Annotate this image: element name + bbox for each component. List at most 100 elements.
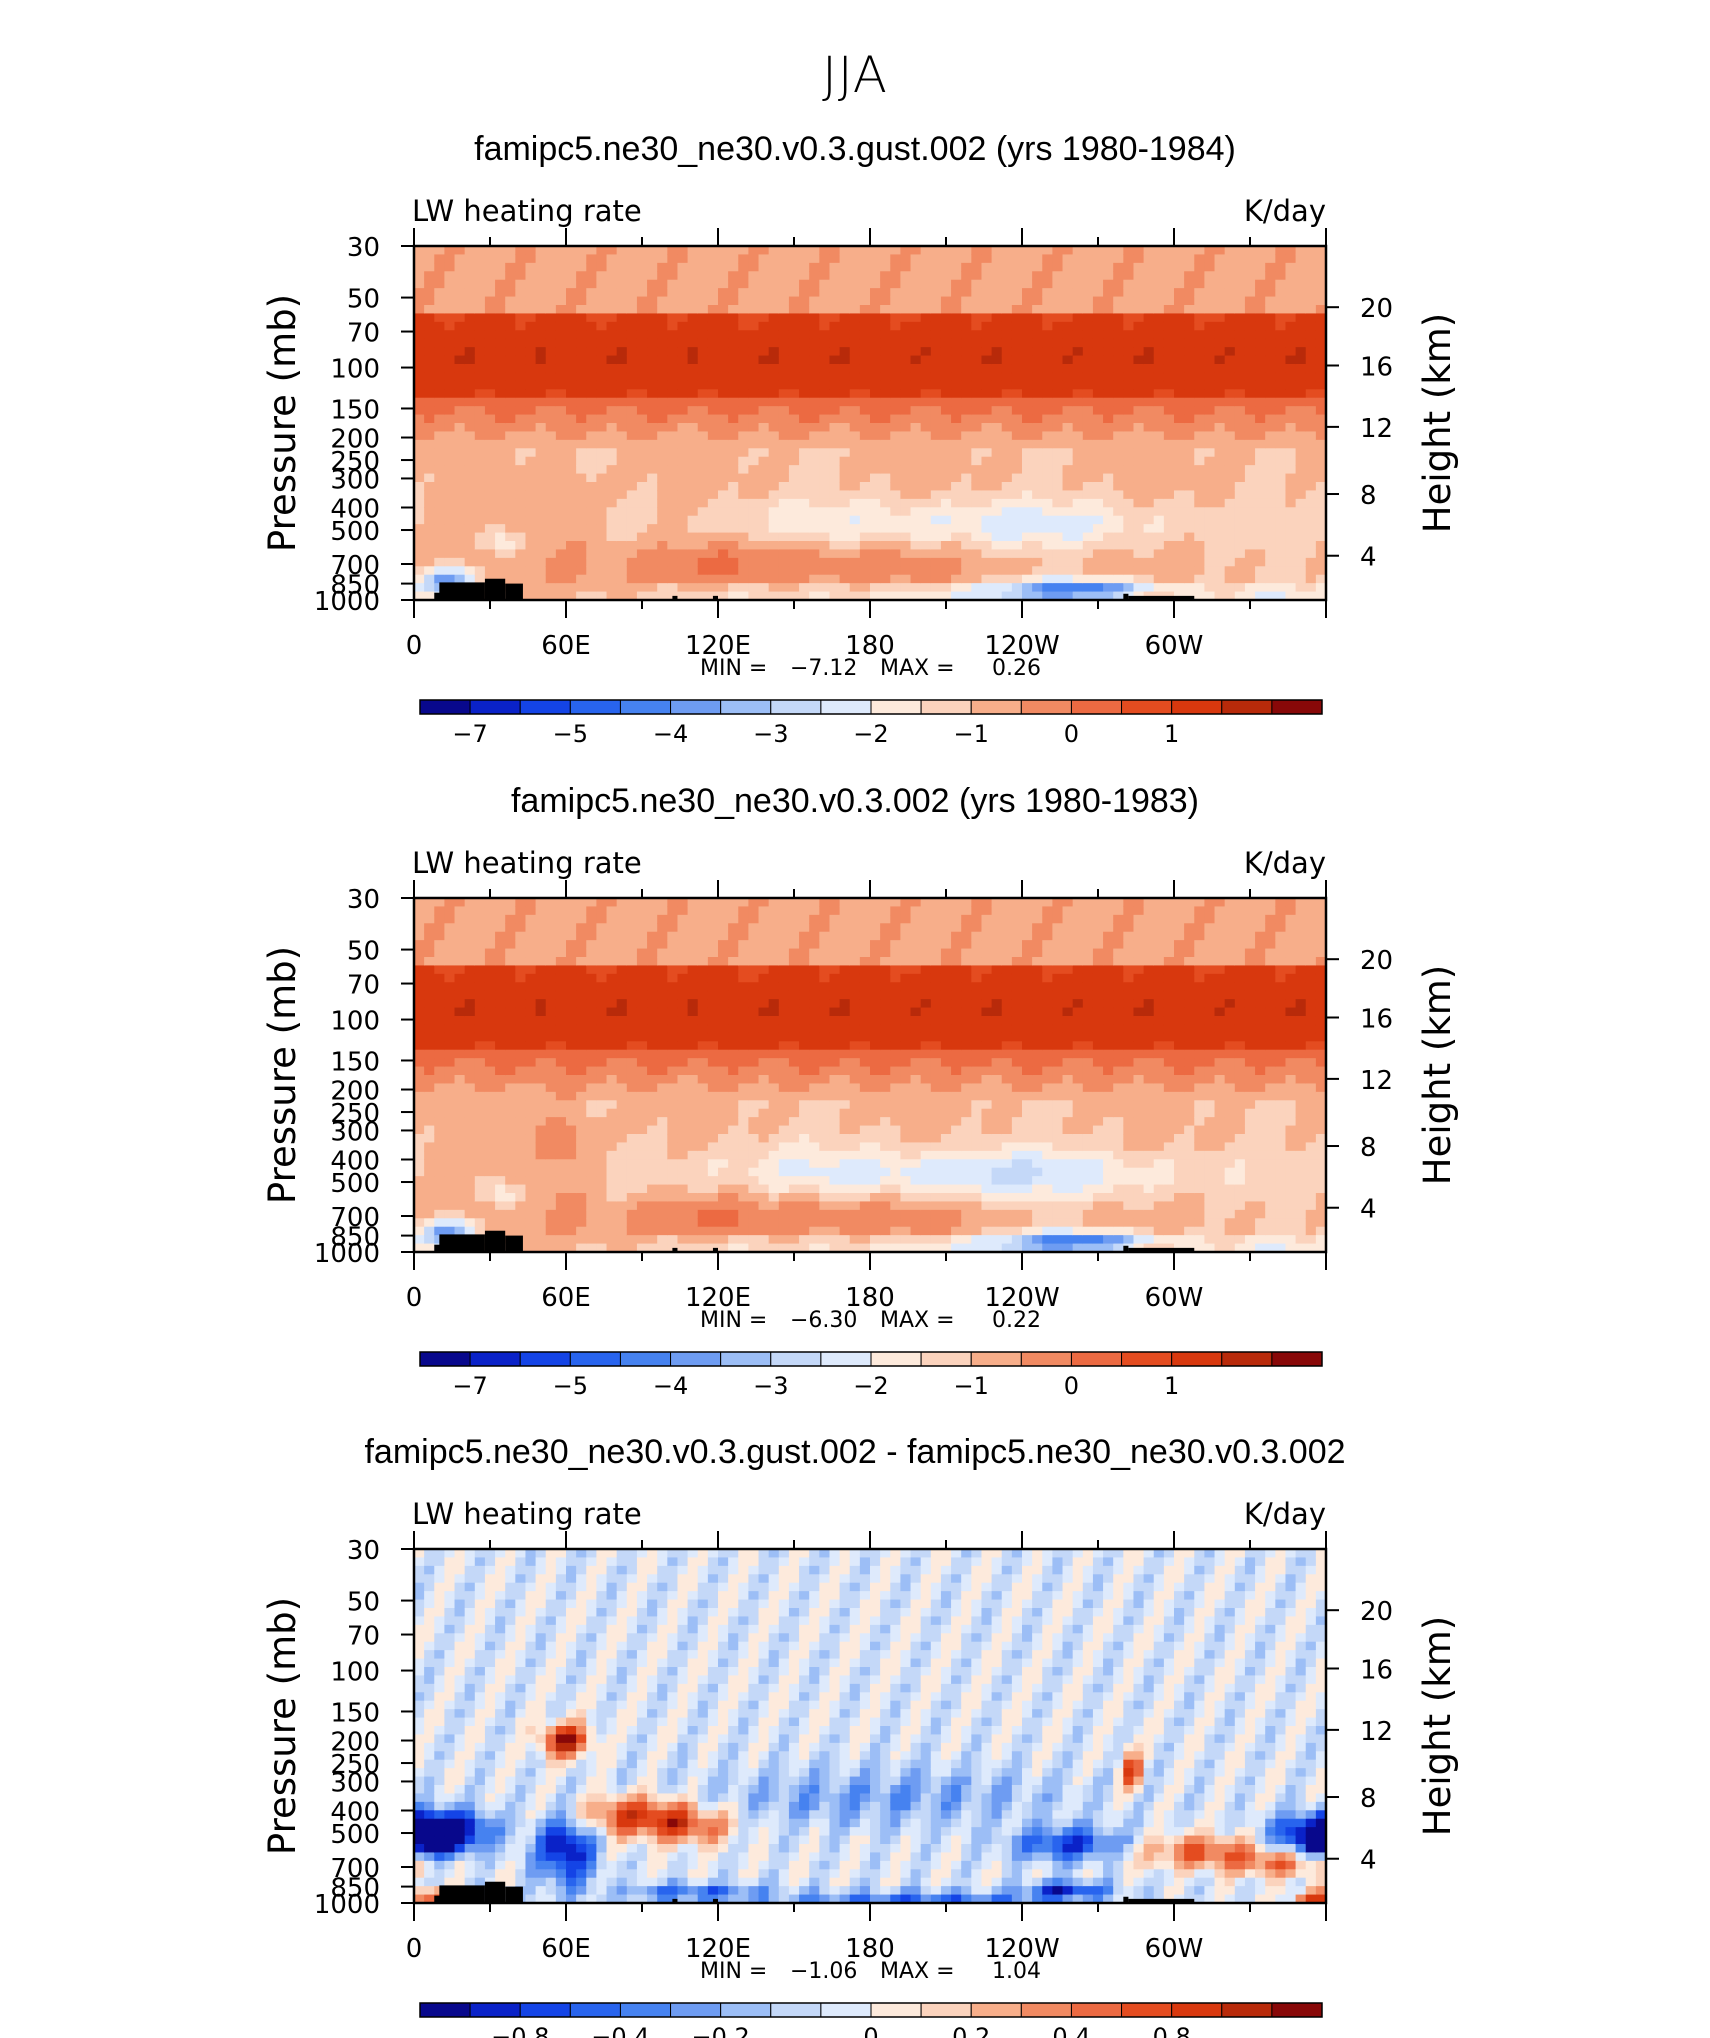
heatmap-cell [596, 931, 608, 941]
heatmap-cell [1275, 448, 1287, 458]
heatmap-cell [768, 380, 780, 390]
heatmap-cell [839, 532, 851, 542]
heatmap-cell [474, 338, 486, 348]
heatmap-cell [799, 254, 810, 264]
heatmap-cell [434, 1100, 445, 1110]
heatmap-cell [464, 957, 476, 967]
heatmap-cell [1022, 305, 1033, 315]
heatmap-cell [424, 1218, 435, 1228]
heatmap-cell [1265, 305, 1276, 315]
heatmap-cell [1103, 448, 1114, 458]
heatmap-cell [414, 254, 425, 264]
heatmap-cell [1163, 423, 1175, 433]
heatmap-cell [1163, 397, 1175, 407]
heatmap-cell [525, 1117, 537, 1127]
heatmap-cell [1133, 321, 1145, 331]
heatmap-cell [1092, 330, 1104, 340]
heatmap-cell [697, 414, 709, 424]
heatmap-cell [930, 456, 942, 466]
heatmap-cell [839, 406, 851, 416]
heatmap-cell [1315, 262, 1327, 272]
heatmap-cell [606, 1100, 618, 1110]
heatmap-cell [535, 1150, 547, 1160]
heatmap-cell [930, 507, 942, 517]
heatmap-cell [1315, 423, 1327, 433]
heatmap-cell [505, 490, 516, 500]
heatmap-cell [839, 246, 851, 256]
heatmap-cell [1022, 431, 1033, 441]
heatmap-cell [424, 448, 435, 458]
heatmap-cell [890, 490, 901, 500]
heatmap-cell [697, 406, 709, 416]
heatmap-cell [829, 262, 841, 272]
heatmap-cell [1194, 414, 1205, 424]
heatmap-cell [1022, 490, 1033, 500]
heatmap-cell [657, 566, 668, 576]
heatmap-cell [961, 305, 972, 315]
colorbar-swatch [920, 699, 972, 715]
heatmap-cell [1194, 313, 1205, 323]
heatmap-cell [657, 330, 668, 340]
heatmap-cell [809, 288, 820, 298]
heatmap-cell [1052, 482, 1064, 492]
heatmap-cell [474, 1201, 486, 1211]
heatmap-cell [444, 439, 456, 449]
heatmap-cell [657, 347, 668, 357]
heatmap-cell [910, 364, 922, 374]
heatmap-cell [900, 482, 912, 492]
heatmap-cell [910, 423, 922, 433]
heatmap-cell [687, 389, 699, 399]
heatmap-cell [687, 482, 699, 492]
heatmap-cell [1265, 254, 1276, 264]
heatmap-cell [687, 591, 699, 601]
heatmap-cell [434, 313, 445, 323]
heatmap-cell [626, 1108, 638, 1118]
heatmap-cell [545, 1049, 557, 1059]
heatmap-cell [809, 279, 820, 289]
heatmap-cell [1255, 262, 1266, 272]
heatmap-cell [920, 498, 932, 508]
heatmap-cell [495, 1024, 506, 1034]
heatmap-cell [1204, 389, 1216, 399]
heatmap-cell [657, 524, 668, 534]
heatmap-cell [606, 532, 618, 542]
heatmap-cell [454, 1058, 466, 1068]
heatmap-cell [981, 305, 993, 315]
heatmap-cell [1305, 448, 1317, 458]
heatmap-cell [677, 940, 689, 950]
heatmap-cell [697, 330, 709, 340]
heatmap-cell [474, 364, 486, 374]
heatmap-cell [1113, 557, 1124, 567]
heatmap-cell [586, 591, 597, 601]
heatmap-cell [900, 574, 912, 584]
heatmap-cell [728, 423, 739, 433]
heatmap-cell [596, 372, 608, 382]
heatmap-cell [1052, 566, 1064, 576]
heatmap-cell [515, 1117, 527, 1127]
heatmap-cell [1204, 414, 1216, 424]
heatmap-cell [434, 948, 445, 958]
heatmap-cell [829, 439, 841, 449]
heatmap-cell [1113, 498, 1124, 508]
heatmap-cell [1255, 271, 1266, 281]
heatmap-cell [991, 364, 1003, 374]
heatmap-cell [566, 380, 577, 390]
heatmap-cell [1194, 423, 1205, 433]
heatmap-cell [647, 914, 658, 924]
heatmap-cell [576, 498, 587, 508]
heatmap-cell [1174, 583, 1185, 593]
heatmap-cell [464, 1007, 476, 1017]
heatmap-cell [424, 1134, 435, 1144]
heatmap-cell [748, 566, 760, 576]
heatmap-cell [829, 321, 841, 331]
heatmap-cell [1072, 406, 1084, 416]
heatmap-cell [606, 948, 618, 958]
heatmap-cell [758, 347, 770, 357]
heatmap-cell [1194, 524, 1205, 534]
heatmap-cell [697, 515, 709, 525]
heatmap-cell [677, 456, 689, 466]
heatmap-cell [1092, 549, 1104, 559]
heatmap-cell [525, 1024, 537, 1034]
heatmap-cell [1072, 397, 1084, 407]
heatmap-cell [809, 557, 820, 567]
